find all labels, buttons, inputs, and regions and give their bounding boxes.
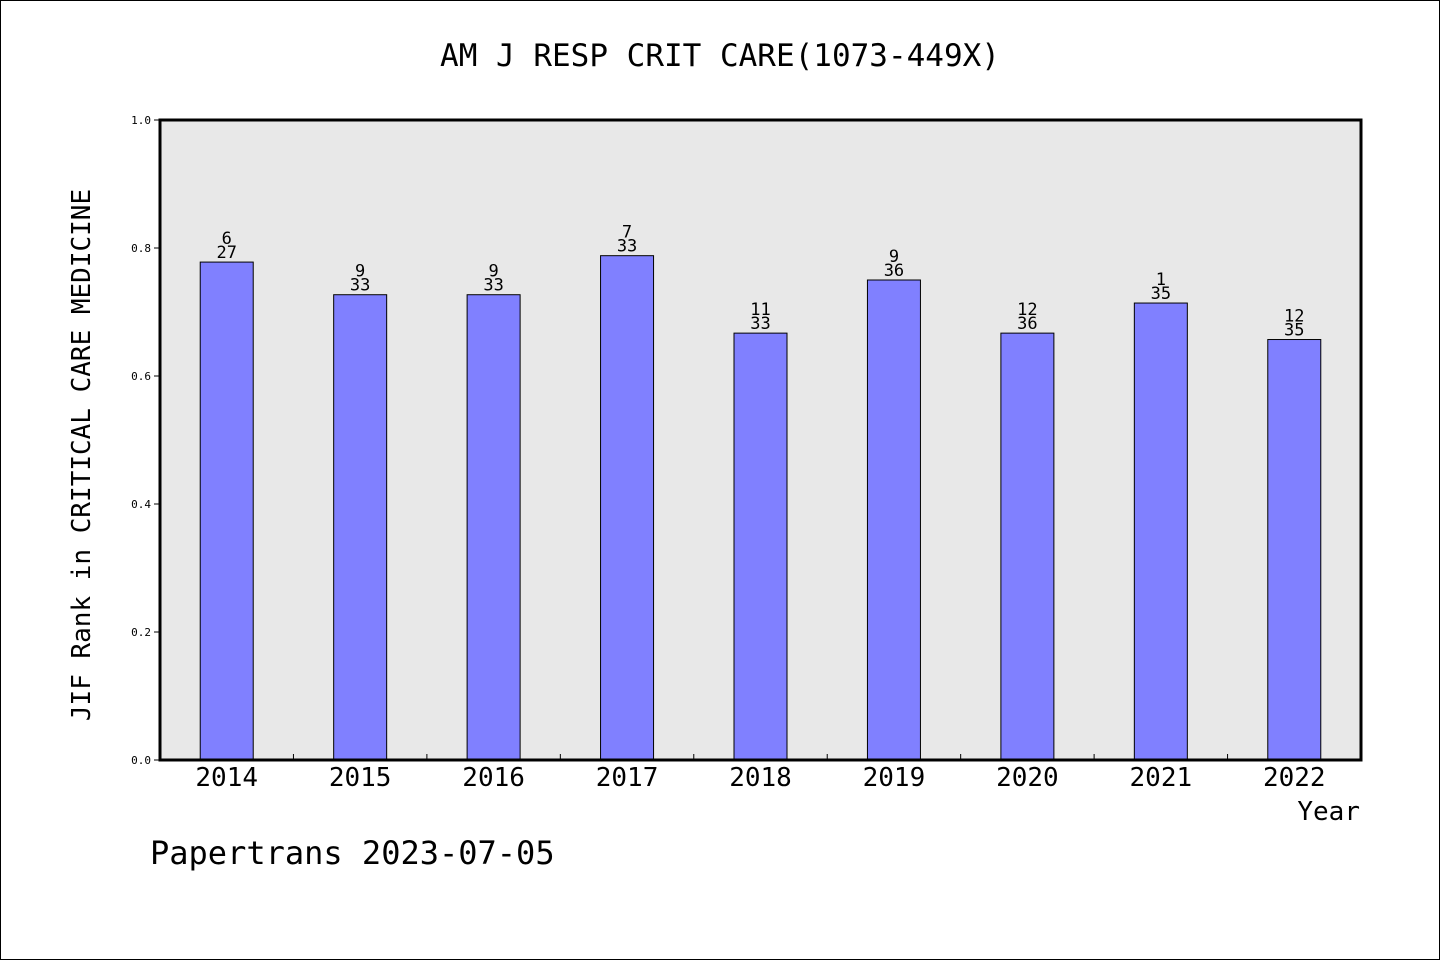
footer-text: Papertrans 2023-07-05 — [150, 834, 555, 872]
bar-2015 — [333, 294, 388, 761]
x-axis-label: Year — [1297, 797, 1360, 827]
bar-total-label: 35 — [1151, 284, 1171, 304]
bar-rank-label: 11 — [750, 300, 770, 320]
bar-2020 — [1000, 332, 1055, 761]
bar-total-label: 33 — [350, 276, 370, 296]
bar-2017 — [600, 255, 655, 761]
bar-rank-label: 7 — [622, 223, 632, 243]
bar-total-label: 36 — [1017, 314, 1037, 334]
bar-2022 — [1267, 339, 1322, 761]
x-tick-label: 2014 — [195, 763, 258, 793]
x-tick-label: 2022 — [1263, 763, 1326, 793]
y-tick-label: 0.0 — [131, 754, 151, 767]
y-axis-label: JIF Rank in CRITICAL CARE MEDICINE — [67, 189, 97, 721]
plot-border — [158, 118, 1363, 762]
y-tick-label: 1.0 — [131, 114, 151, 127]
bar-total-label: 33 — [617, 237, 637, 257]
bar-2019 — [866, 279, 921, 761]
bar-rank-label: 9 — [355, 262, 365, 282]
y-tick-label: 0.8 — [131, 242, 151, 255]
bar-rank-label: 12 — [1284, 307, 1304, 327]
bar-total-label: 33 — [483, 276, 503, 296]
bar-rank-label: 12 — [1017, 300, 1037, 320]
bar-rank-label: 1 — [1156, 270, 1166, 290]
bar-2016 — [466, 294, 521, 761]
bar-2018 — [733, 332, 788, 761]
y-tick-label: 0.4 — [131, 498, 151, 511]
y-tick-label: 0.6 — [131, 370, 151, 383]
x-tick-label: 2015 — [329, 763, 392, 793]
bar-total-label: 35 — [1284, 321, 1304, 341]
y-axis: 0.0 0.2 0.4 0.6 0.8 1.0 — [131, 114, 160, 767]
x-tick-label: 2016 — [462, 763, 525, 793]
y-tick-label: 0.2 — [131, 626, 151, 639]
bar-rank-label: 9 — [488, 262, 498, 282]
bar-total-label: 27 — [216, 243, 236, 263]
x-tick-label: 2019 — [863, 763, 926, 793]
bar-total-label: 33 — [750, 314, 770, 334]
bars — [199, 255, 1322, 761]
x-tick-label: 2020 — [996, 763, 1059, 793]
x-tick-label: 2017 — [596, 763, 659, 793]
bar-2014 — [199, 261, 254, 761]
bar-rank-label: 6 — [222, 229, 232, 249]
x-tick-label: 2018 — [729, 763, 792, 793]
x-tick-label: 2021 — [1130, 763, 1193, 793]
x-axis: 2014 2015 2016 2017 2018 2019 2020 2021 2022 — [195, 754, 1326, 793]
bar-2021 — [1133, 302, 1188, 761]
bar-rank-label: 9 — [889, 247, 899, 267]
bar-total-label: 36 — [884, 261, 904, 281]
chart-title: AM J RESP CRIT CARE(1073-449X) — [440, 38, 1000, 74]
